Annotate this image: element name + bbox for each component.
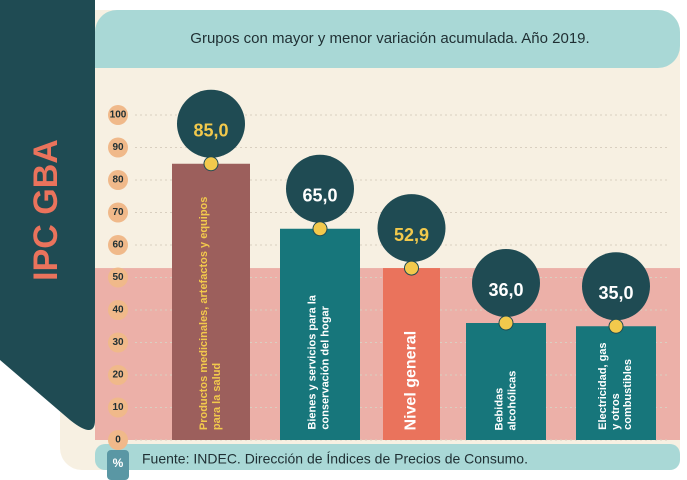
bar-top-dot — [203, 156, 219, 172]
bar-top-dot — [608, 318, 624, 334]
bar — [383, 268, 440, 440]
value-badge — [582, 252, 650, 321]
value-badge — [472, 249, 540, 317]
value-label: 52,9 — [394, 225, 429, 245]
tick-dot — [108, 332, 128, 353]
y-tick-label: 30 — [112, 337, 124, 348]
value-label: 85,0 — [193, 121, 228, 141]
value-label: 35,0 — [598, 283, 633, 303]
tick-dot — [108, 170, 128, 190]
category-label: Bienes y servicios para la conservación … — [307, 295, 332, 430]
bar-top-dot — [312, 221, 328, 237]
chart-title: Grupos con mayor y menor variación acumu… — [190, 30, 589, 47]
tick-dot — [108, 235, 128, 255]
value-badge — [177, 89, 245, 158]
bar-top-dot — [498, 315, 514, 331]
title-banner — [95, 10, 680, 68]
y-tick-label: 50 — [112, 272, 124, 283]
footer-banner — [95, 444, 680, 470]
category-label: Bebidas alcohólicas — [493, 370, 518, 430]
value-badge — [377, 194, 446, 263]
category-label: Productos medicinales, artefactos y equi… — [198, 196, 223, 430]
bar — [576, 326, 656, 440]
tick-dot — [108, 365, 128, 385]
category-label: Electricidad, gas y otros combustibles — [597, 342, 635, 430]
tick-dot — [108, 105, 128, 125]
source: Fuente: INDEC. Dirección de Índices de P… — [142, 451, 528, 467]
y-tick-label: 10 — [112, 402, 124, 413]
y-tick-label: 0 — [115, 435, 121, 446]
y-axis-label: % — [113, 456, 124, 470]
tick-dot — [108, 267, 128, 288]
bar — [466, 323, 546, 440]
unit-box — [107, 450, 129, 480]
header: IPC GBA — [27, 139, 65, 281]
tick-dot — [108, 430, 128, 450]
bar — [280, 228, 360, 440]
y-tick-label: 60 — [112, 240, 124, 251]
title-banner — [95, 40, 135, 68]
y-tick-label: 80 — [112, 175, 124, 186]
bar-top-dot — [404, 260, 419, 276]
category-label: Nivel general — [402, 330, 420, 430]
side-panel — [0, 0, 95, 430]
y-tick-label: 90 — [112, 142, 124, 153]
tick-dot — [108, 202, 128, 223]
tick-dot — [108, 300, 128, 320]
tick-dot — [108, 137, 128, 158]
y-tick-label: 40 — [112, 305, 124, 316]
tick-dot — [108, 397, 128, 418]
bar — [172, 163, 250, 440]
y-tick-label: 70 — [112, 207, 124, 218]
y-tick-label: 20 — [112, 370, 124, 381]
y-tick-label: 100 — [110, 110, 127, 121]
value-label: 36,0 — [488, 280, 523, 300]
value-badge — [286, 154, 354, 223]
value-label: 65,0 — [302, 186, 337, 206]
